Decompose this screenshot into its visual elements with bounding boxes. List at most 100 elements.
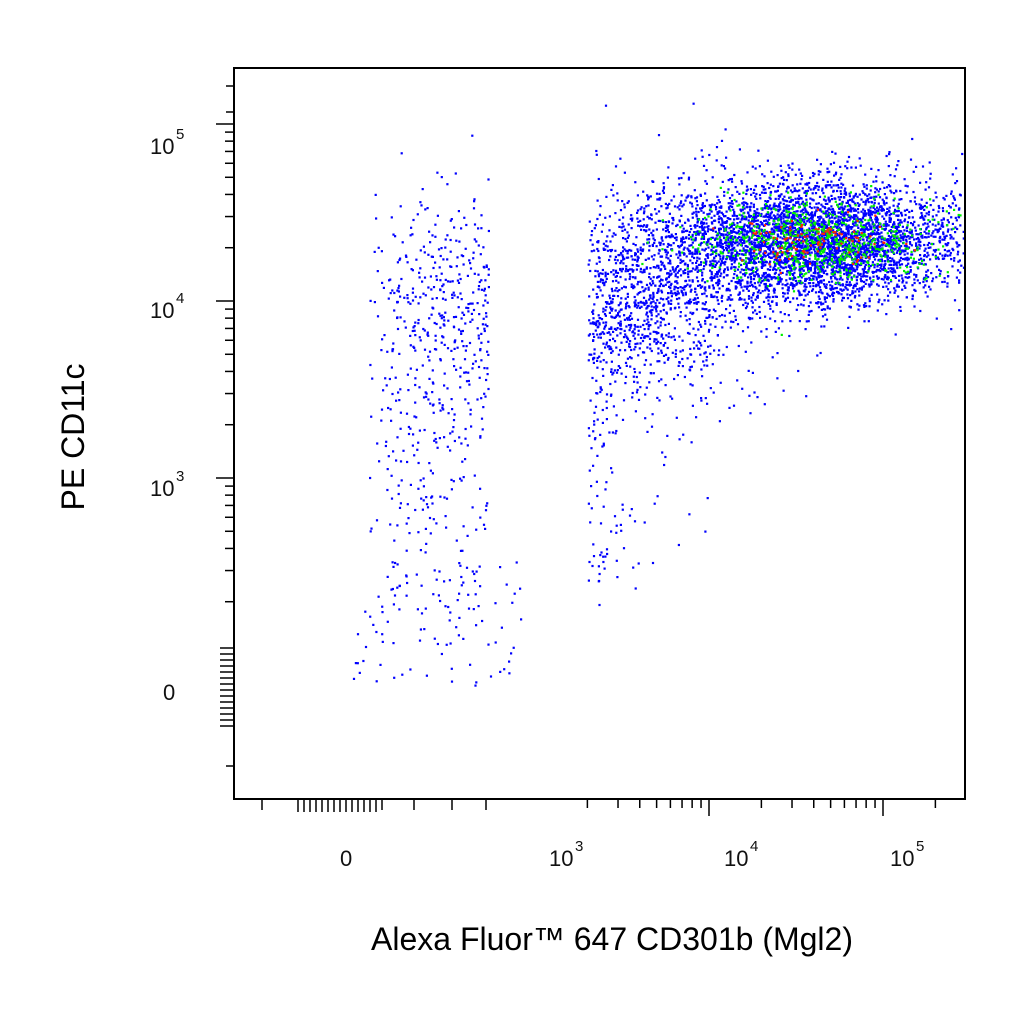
scatter-point [837,256,840,259]
scatter-point [893,287,896,290]
scatter-point [671,266,674,269]
scatter-point [861,190,864,193]
scatter-point [836,270,839,274]
scatter-point [845,225,849,228]
scatter-point [882,285,885,288]
scatter-point [739,240,742,243]
scatter-point [627,256,630,259]
scatter-point [762,300,766,303]
scatter-points [352,102,966,687]
scatter-point [740,286,743,289]
scatter-point [721,326,724,329]
scatter-point [788,264,791,267]
scatter-point [745,201,748,205]
scatter-point [599,280,602,283]
scatter-point [808,186,811,189]
scatter-point [914,226,917,229]
scatter-point [727,251,730,254]
scatter-point [608,339,611,342]
scatter-point [854,248,857,251]
scatter-point [831,237,834,240]
scatter-point [376,270,379,273]
scatter-point [667,272,670,275]
scatter-point [832,292,836,295]
scatter-point [604,324,607,327]
scatter-point [822,308,825,311]
scatter-point [877,202,880,205]
scatter-point [835,278,839,281]
scatter-point [697,284,700,287]
scatter-point [847,326,850,329]
scatter-point [713,295,716,298]
scatter-point [853,224,856,227]
scatter-point [893,248,896,251]
scatter-point [691,253,694,256]
scatter-point [781,252,784,255]
scatter-point [927,246,930,249]
scatter-point [805,194,808,197]
scatter-point [887,238,890,241]
scatter-point [850,233,853,236]
scatter-point [955,180,959,183]
scatter-point [806,263,809,266]
scatter-point [689,369,692,372]
scatter-point [826,266,829,269]
scatter-point [812,188,815,191]
scatter-point [711,176,714,179]
scatter-point [722,276,725,279]
scatter-point [867,235,870,238]
scatter-point [848,219,851,222]
scatter-point [828,170,831,173]
scatter-point [781,241,784,244]
scatter-point [749,253,752,256]
scatter-point [835,267,838,270]
scatter-point [958,281,961,284]
scatter-point [923,236,926,239]
scatter-point [657,266,660,270]
scatter-point [822,192,825,195]
scatter-point [923,249,926,252]
scatter-point [729,178,732,181]
scatter-point [778,276,781,279]
scatter-point [700,261,703,264]
scatter-point [772,310,775,313]
scatter-point [827,184,830,187]
scatter-point [846,288,849,291]
scatter-point [858,259,861,262]
scatter-point [749,247,752,250]
scatter-point [692,211,695,214]
scatter-point [787,207,790,211]
scatter-point [779,311,782,314]
scatter-point [636,211,639,214]
scatter-point [778,203,781,206]
scatter-point [882,201,885,204]
scatter-point [688,279,691,282]
scatter-point [796,257,799,260]
scatter-point [741,217,744,220]
scatter-point [811,211,814,214]
scatter-point [754,216,757,219]
scatter-point [875,195,878,198]
scatter-point [735,214,739,218]
scatter-point [634,342,637,346]
scatter-point [865,199,868,202]
scatter-point [758,289,761,292]
scatter-point [779,242,782,245]
scatter-point [927,225,930,228]
scatter-point [666,206,669,209]
scatter-point [960,264,963,267]
scatter-point [677,287,680,290]
scatter-point [432,382,435,385]
scatter-point [694,268,697,271]
scatter-point [678,269,681,272]
scatter-point [662,182,665,185]
scatter-point [806,249,809,252]
scatter-point [826,305,829,308]
scatter-point [735,281,739,284]
scatter-point [886,275,889,278]
scatter-point [732,276,735,280]
scatter-point [804,183,807,186]
scatter-point [762,279,766,282]
scatter-point [690,353,693,356]
scatter-point [778,245,781,248]
